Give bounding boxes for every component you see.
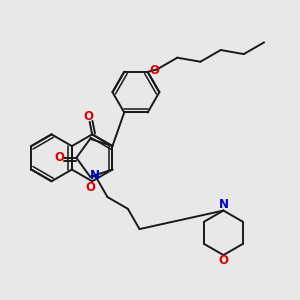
Text: O: O [149,64,160,76]
Text: N: N [218,198,228,212]
Text: O: O [83,110,93,123]
Text: O: O [54,151,64,164]
Text: N: N [90,169,100,182]
Text: O: O [85,181,96,194]
Text: O: O [218,254,228,267]
